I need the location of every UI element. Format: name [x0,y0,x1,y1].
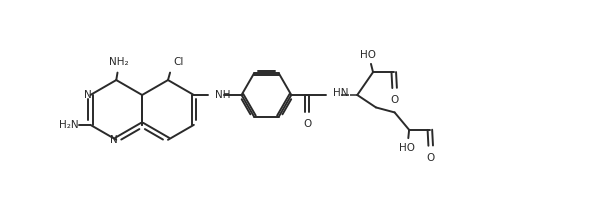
Text: NH: NH [215,90,231,100]
Text: HN: HN [333,88,349,98]
Text: HO: HO [399,143,415,153]
Text: N: N [110,135,118,145]
Text: O: O [426,153,435,163]
Text: O: O [303,119,311,129]
Text: N: N [84,90,92,100]
Text: Cl: Cl [173,57,184,67]
Text: H₂N: H₂N [59,120,79,130]
Text: O: O [390,95,399,105]
Text: NH₂: NH₂ [109,57,128,67]
Text: HO: HO [360,50,376,60]
